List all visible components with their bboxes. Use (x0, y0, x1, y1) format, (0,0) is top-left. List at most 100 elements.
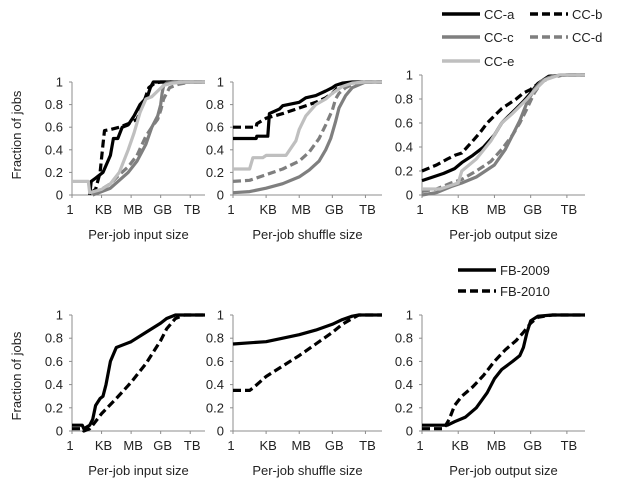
x-tick-label: KB (95, 438, 112, 453)
series-line-fb-2010 (422, 313, 585, 431)
y-tick-label: 0.6 (206, 120, 224, 135)
legend-label-fb-2009: FB-2009 (500, 263, 550, 278)
y-tick-label: 0 (406, 188, 413, 203)
y-axis-label-bottom-row: Fraction of jobs (9, 331, 24, 420)
x-tick-label: MB (487, 438, 507, 453)
y-tick-label: 0.8 (45, 331, 63, 346)
legend-label-cc-c: CC-c (484, 30, 514, 45)
panel-output-top: 0 0.2 0.4 0.6 0.8 1 1 KB MB GB TB Per-job output si… (395, 68, 585, 242)
y-tick-label: 0.6 (395, 116, 413, 131)
x-tick-label: 1 (66, 202, 73, 217)
y-tick-label: 0.2 (45, 165, 63, 180)
y-tick-label: 0.4 (45, 377, 63, 392)
series-line-cc-c (232, 80, 382, 195)
x-tick-label: MB (291, 202, 311, 217)
x-axis-label: Per-job shuffle size (252, 463, 362, 478)
series-line-cc-b (421, 73, 585, 173)
x-axis-label: Per-job output size (449, 227, 557, 242)
x-tick-label: 1 (416, 202, 423, 217)
series-line-cc-e (72, 80, 205, 195)
panel-output-bottom: 0 0.2 0.4 0.6 0.8 1 1 KB MB GB TB Per-job output si… (395, 308, 585, 478)
x-tick-label: GB (153, 438, 172, 453)
legend-label-cc-d: CC-d (572, 30, 602, 45)
y-tick-label: 1 (56, 75, 63, 90)
x-tick-label: GB (325, 202, 344, 217)
y-tick-label: 0 (217, 188, 224, 203)
y-tick-label: 0.8 (45, 97, 63, 112)
y-tick-label: 0.4 (395, 377, 413, 392)
x-axis-label: Per-job shuffle size (252, 227, 362, 242)
y-tick-label: 0 (56, 424, 63, 439)
x-tick-label: GB (153, 202, 172, 217)
y-tick-label: 0 (56, 188, 63, 203)
y-tick-label: 1 (217, 75, 224, 90)
series-line-fb-2009 (232, 313, 382, 346)
y-tick-label: 1 (56, 308, 63, 323)
legend-fb-workloads: FB-2009 FB-2010 (458, 263, 550, 299)
x-tick-label: TB (359, 202, 376, 217)
series-line-fb-2010 (233, 313, 382, 392)
x-tick-label: KB (95, 202, 112, 217)
y-tick-label: 0.2 (206, 400, 224, 415)
series-line-cc-b (233, 80, 382, 129)
legend-label-cc-a: CC-a (484, 7, 515, 22)
series-line-cc-e (233, 80, 382, 171)
series-line-cc-a (421, 73, 585, 183)
x-tick-label: KB (259, 202, 276, 217)
x-tick-label: KB (452, 438, 469, 453)
series-line-fb-2009 (72, 313, 205, 431)
plot-grid: 0 0.2 0.4 0.6 0.8 1 1 KB MB GB TB Per-job input siz… (45, 68, 585, 478)
y-tick-label: 0.6 (45, 354, 63, 369)
y-tick-label: 0.4 (206, 377, 224, 392)
x-tick-label: TB (561, 202, 578, 217)
y-tick-label: 1 (217, 308, 224, 323)
y-tick-label: 0.6 (206, 354, 224, 369)
x-tick-label: KB (452, 202, 469, 217)
y-tick-label: 1 (406, 308, 413, 323)
y-tick-label: 0.2 (395, 400, 413, 415)
y-tick-label: 0.8 (395, 92, 413, 107)
x-tick-label: MB (291, 438, 311, 453)
x-tick-label: TB (561, 438, 578, 453)
y-tick-label: 0.6 (395, 354, 413, 369)
panel-shuffle-top: 0 0.2 0.4 0.6 0.8 1 1 KB MB GB TB Per-job shuffle s… (206, 75, 382, 242)
y-tick-label: 0 (406, 424, 413, 439)
panel-input-top: 0 0.2 0.4 0.6 0.8 1 1 KB MB GB TB Per-job input siz… (45, 75, 205, 242)
y-tick-label: 0.2 (395, 164, 413, 179)
y-tick-label: 0.4 (206, 142, 224, 157)
x-tick-label: GB (325, 438, 344, 453)
x-axis-label: Per-job input size (88, 463, 188, 478)
x-tick-label: GB (523, 438, 542, 453)
series-line-fb-2009 (422, 313, 585, 427)
x-tick-label: MB (123, 202, 143, 217)
series-line-cc-e (422, 73, 585, 191)
x-tick-label: TB (184, 438, 201, 453)
x-tick-label: 1 (227, 438, 234, 453)
y-tick-label: 0.6 (45, 120, 63, 135)
x-tick-label: MB (487, 202, 507, 217)
y-tick-label: 0.8 (395, 331, 413, 346)
legend-label-fb-2010: FB-2010 (500, 284, 550, 299)
x-tick-label: 1 (66, 438, 73, 453)
y-tick-label: 0.8 (206, 97, 224, 112)
y-tick-label: 1 (406, 68, 413, 83)
y-tick-label: 0.4 (45, 142, 63, 157)
y-tick-label: 0.2 (206, 165, 224, 180)
legend-label-cc-e: CC-e (484, 54, 514, 69)
y-tick-label: 0.8 (206, 331, 224, 346)
x-tick-label: GB (523, 202, 542, 217)
y-axis-label-top-row: Fraction of jobs (9, 90, 24, 179)
x-axis-label: Per-job input size (88, 227, 188, 242)
x-tick-label: KB (259, 438, 276, 453)
series-line-fb-2010 (72, 313, 205, 433)
series-line-cc-a (233, 80, 382, 141)
x-axis-label: Per-job output size (449, 463, 557, 478)
series-line-cc-d (232, 80, 382, 183)
x-tick-label: 1 (227, 202, 234, 217)
y-tick-label: 0.2 (45, 400, 63, 415)
legend-cc-workloads: CC-a CC-b CC-c CC-d CC-e (442, 7, 602, 69)
x-tick-label: TB (184, 202, 201, 217)
y-tick-label: 0.4 (395, 140, 413, 155)
series-line-cc-c (421, 73, 585, 197)
